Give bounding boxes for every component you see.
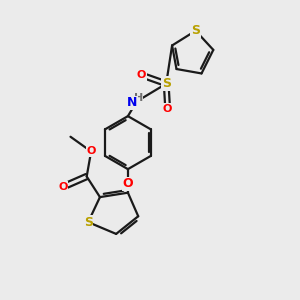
Text: O: O [58,182,68,192]
Text: O: O [163,104,172,114]
Text: N: N [127,96,137,110]
Text: S: S [162,77,171,90]
Text: O: O [86,146,96,157]
Text: S: S [191,24,200,37]
Text: O: O [123,177,133,190]
Text: S: S [84,216,93,229]
Text: O: O [136,70,146,80]
Text: H: H [134,94,143,103]
